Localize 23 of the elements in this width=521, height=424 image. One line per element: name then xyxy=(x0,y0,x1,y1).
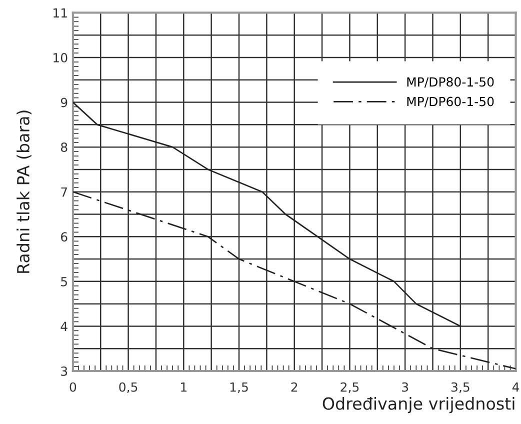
y-tick-label: 5 xyxy=(61,277,67,286)
x-tick-label: 1 xyxy=(181,382,186,392)
x-tick-label: 0 xyxy=(70,382,76,392)
y-tick-label: 6 xyxy=(61,232,68,242)
y-tick-label: 7 xyxy=(61,187,68,197)
x-tick-label: 4 xyxy=(512,382,520,392)
x-tick-label: 1,5 xyxy=(230,382,248,394)
line-series xyxy=(72,191,516,370)
x-tick-label: 2,5 xyxy=(340,382,359,394)
x-tick-label: 3,5 xyxy=(451,382,470,394)
x-axis-title: Određivanje vrijednosti xyxy=(322,396,514,414)
y-tick-label: 3 xyxy=(61,366,68,376)
x-tick-label: 2 xyxy=(291,382,298,392)
y-tick-label: 9 xyxy=(60,98,68,108)
legend-label: MP/DP60-1-50 xyxy=(407,96,494,108)
y-tick-label: 11 xyxy=(54,8,67,18)
y-tick-label: 8 xyxy=(60,142,68,152)
legend-label: MP/DP80-1-50 xyxy=(407,77,494,88)
y-tick-label: 10 xyxy=(54,52,68,62)
y-axis-title: Radni tlak PA (bara) xyxy=(16,110,32,273)
y-tick-label: 4 xyxy=(60,322,68,331)
x-tick-label: 0,5 xyxy=(119,382,138,394)
x-tick-label: 3 xyxy=(402,382,408,392)
